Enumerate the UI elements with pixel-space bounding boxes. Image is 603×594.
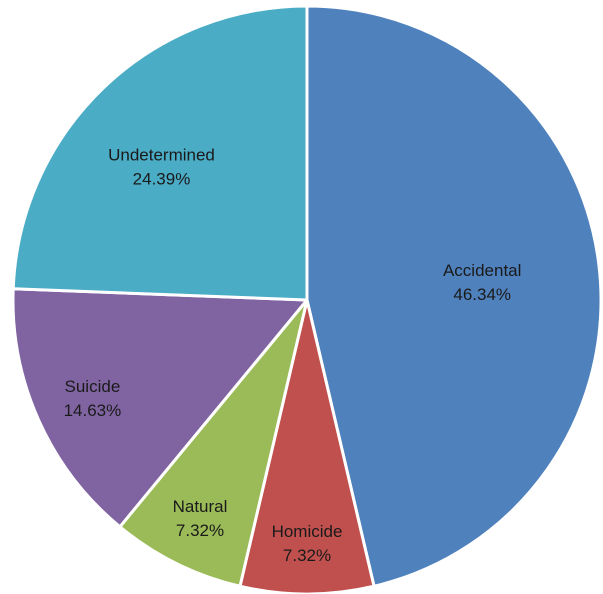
pie-slice-natural: [118, 298, 309, 588]
pie-slice-suicide: [11, 287, 309, 529]
pie-slice-undetermined: [11, 4, 309, 302]
slice-percent-label: 7.32%: [283, 546, 331, 565]
slice-label-natural: Natural 7.32%: [173, 497, 228, 540]
slice-category-name: Suicide: [65, 377, 121, 396]
slice-category-name: Accidental: [443, 261, 521, 280]
slice-percent-label: 7.32%: [176, 521, 224, 540]
slice-label-undetermined: Undetermined 24.39%: [108, 145, 215, 188]
slice-label-suicide: Suicide 14.63%: [64, 377, 122, 420]
slice-percent-label: 24.39%: [133, 169, 191, 188]
slice-category-name: Homicide: [272, 522, 343, 541]
slice-percent-label: 46.34%: [453, 285, 511, 304]
slice-label-accidental: Accidental 46.34%: [443, 261, 521, 304]
slice-category-name: Natural: [173, 497, 228, 516]
slice-label-homicide: Homicide 7.32%: [272, 522, 343, 565]
slice-category-name: Undetermined: [108, 145, 215, 164]
pie-slice-accidental: [305, 4, 603, 588]
pie-slices: [11, 4, 603, 594]
pie-slice-homicide: [238, 298, 376, 594]
pie-labels: Accidental 46.34% Homicide 7.32% Natural 7.32…: [64, 145, 522, 565]
slice-percent-label: 14.63%: [64, 401, 122, 420]
